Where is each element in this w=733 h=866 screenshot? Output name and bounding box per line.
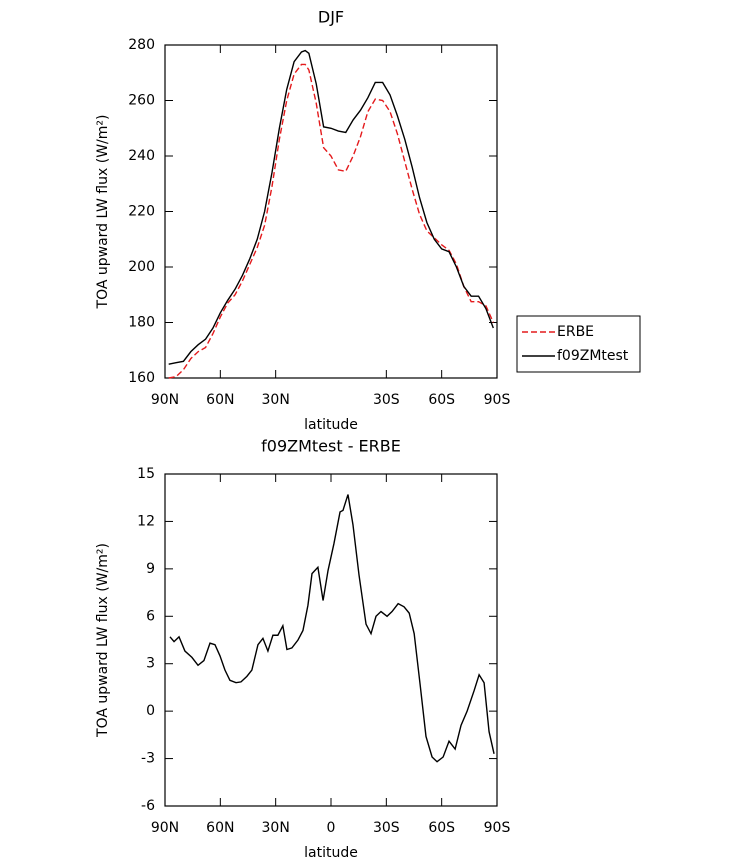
- chart-title: f09ZMtest - ERBE: [261, 437, 401, 456]
- x-tick-label: 30N: [262, 820, 290, 836]
- x-tick-label: 90S: [484, 392, 511, 408]
- data-line: [168, 63, 494, 379]
- y-tick-label: -6: [141, 798, 155, 814]
- chart-title: DJF: [318, 8, 344, 27]
- y-tick-label: -3: [141, 751, 155, 767]
- x-tick-label: 30S: [373, 392, 400, 408]
- plot-frame: [164, 473, 498, 807]
- legend-label: f09ZMtest: [557, 348, 629, 364]
- legend-frame: [516, 315, 641, 373]
- y-tick-label: 3: [146, 656, 155, 672]
- y-tick-label: 0: [146, 703, 155, 719]
- x-tick-label: 60S: [428, 392, 455, 408]
- y-tick-label: 9: [146, 561, 155, 577]
- x-tick-label: 30S: [373, 820, 400, 836]
- y-tick-label: 180: [128, 315, 155, 331]
- x-axis-label: latitude: [304, 845, 358, 861]
- y-tick-label: 260: [128, 93, 155, 109]
- y-tick-label: 6: [146, 608, 155, 624]
- x-tick-label: 0: [327, 820, 336, 836]
- y-tick-label: 220: [128, 204, 155, 220]
- data-line: [168, 49, 494, 365]
- y-tick-label: 12: [137, 513, 155, 529]
- y-tick-label: 15: [137, 466, 155, 482]
- x-tick-label: 90N: [151, 820, 179, 836]
- y-tick-label: 160: [128, 370, 155, 386]
- data-line: [169, 494, 495, 763]
- x-tick-label: 60S: [428, 820, 455, 836]
- plot-frame: [164, 44, 498, 379]
- x-tick-label: 60N: [206, 392, 234, 408]
- x-tick-label: 90N: [151, 392, 179, 408]
- x-axis-label: latitude: [304, 417, 358, 433]
- x-tick-label: 60N: [206, 820, 234, 836]
- x-tick-label: 30N: [262, 392, 290, 408]
- x-tick-label: 90S: [484, 820, 511, 836]
- legend-label: ERBE: [557, 324, 594, 340]
- y-tick-label: 200: [128, 259, 155, 275]
- y-axis-label: TOA upward LW flux (W/m²): [95, 115, 111, 310]
- y-tick-label: 280: [128, 37, 155, 53]
- y-tick-label: 240: [128, 148, 155, 164]
- y-axis-label: TOA upward LW flux (W/m²): [95, 543, 111, 738]
